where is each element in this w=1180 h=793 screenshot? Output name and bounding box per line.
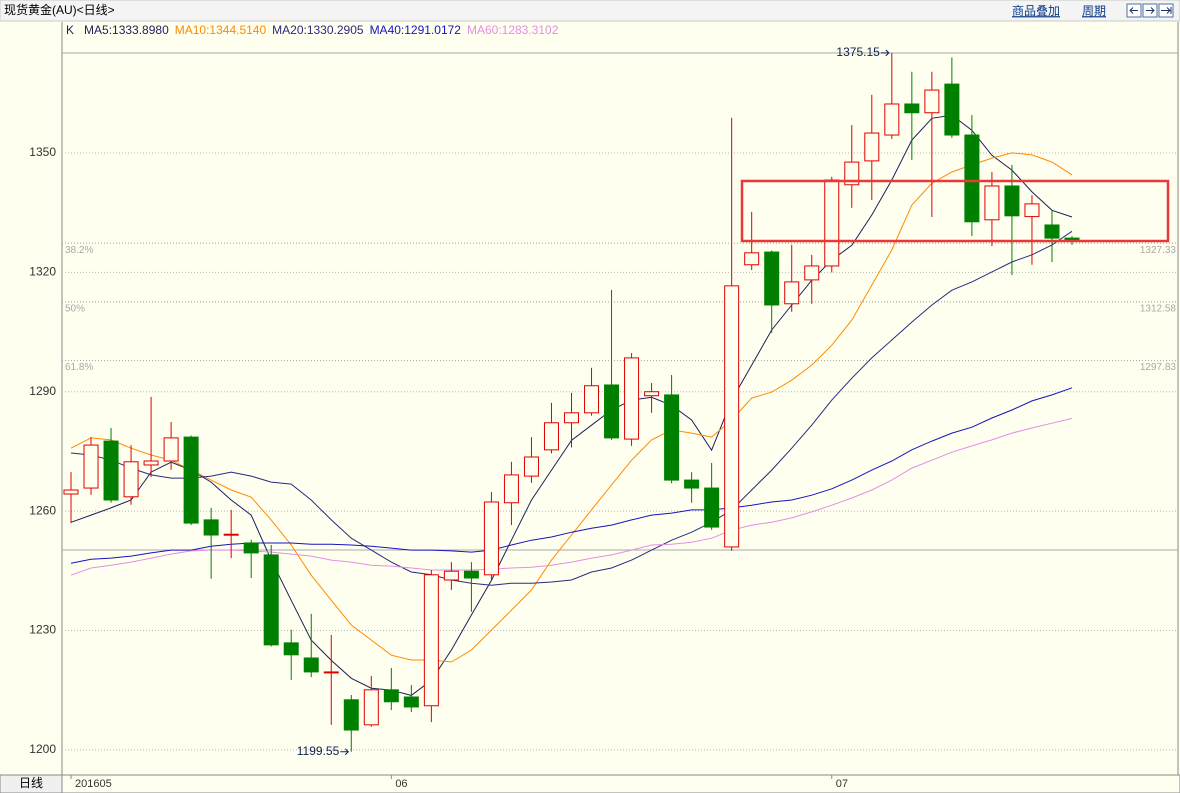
candle-body <box>1024 203 1040 218</box>
y-tick-label: 1230 <box>29 623 56 637</box>
y-tick-label: 1290 <box>29 384 56 398</box>
y-tick-label: 1200 <box>29 742 56 756</box>
candle-body <box>103 440 119 501</box>
candle-body <box>383 689 399 703</box>
footer-tab-label: 日线 <box>19 776 43 790</box>
nav-buttons <box>1126 3 1174 18</box>
candle-body <box>724 285 740 548</box>
candle-body <box>564 412 579 424</box>
legend-entry: MA40:1291.0172 <box>370 23 462 37</box>
candle-body <box>363 689 379 726</box>
candle-body <box>824 179 840 267</box>
candle-body <box>123 461 139 498</box>
fib-value: 1297.83 <box>1140 362 1177 373</box>
ma-line <box>70 417 1073 576</box>
candle-body <box>343 699 359 731</box>
y-tick-label: 1350 <box>29 145 56 159</box>
x-tick-label: 07 <box>836 778 848 790</box>
candle-body <box>924 89 940 114</box>
overlay-button[interactable]: 商品叠加 <box>1012 3 1060 18</box>
ma-line <box>70 387 1073 564</box>
candle-body <box>704 487 720 528</box>
candle-body <box>543 422 559 451</box>
high-annotation: 1375.15 <box>836 45 880 59</box>
candle-body <box>243 542 259 554</box>
low-annotation: 1199.55 <box>297 744 340 758</box>
candle-body <box>323 671 339 674</box>
ma-line <box>70 230 1073 586</box>
nav-end-icon <box>1161 7 1172 14</box>
candle-body <box>183 436 199 524</box>
fib-label: 50% <box>65 304 85 315</box>
candle-body <box>904 103 920 114</box>
candle-body <box>63 489 79 495</box>
annotation-arrow <box>340 748 349 756</box>
candle-body <box>624 357 640 440</box>
legend-entry: MA20:1330.2905 <box>272 23 364 37</box>
candle-body <box>664 394 680 481</box>
candle-body <box>644 391 660 397</box>
plot-layer: 38.2% 1327.33 50% 1312.58 61.8% 1297.83 <box>62 52 1178 752</box>
candle-body <box>263 554 279 646</box>
candle-body <box>523 456 539 477</box>
candle-body <box>584 385 600 414</box>
nav-right-icon <box>1146 7 1155 14</box>
legend-candle: K <box>66 23 74 37</box>
footer-bar <box>0 774 1180 793</box>
candle-body <box>303 657 319 673</box>
legend-entry: MA60:1283.3102 <box>467 23 559 37</box>
page-title: 现货黄金(AU)<日线> <box>4 2 115 17</box>
candle-body <box>1004 185 1020 217</box>
candle-body <box>804 265 820 281</box>
candle-body <box>143 460 159 466</box>
legend-entry: MA5:1333.8980 <box>84 23 169 37</box>
fib-value: 1327.33 <box>1140 245 1177 256</box>
candle-body <box>443 570 459 581</box>
fib-value: 1312.58 <box>1140 304 1177 315</box>
x-tick-label: 201605 <box>75 778 112 790</box>
candle-body <box>984 185 1000 221</box>
candle-body <box>203 519 219 536</box>
fib-label: 61.8% <box>65 362 93 373</box>
annotation-arrow <box>880 49 890 57</box>
candle-body <box>944 83 960 136</box>
y-tick-label: 1320 <box>29 265 56 279</box>
candle-body <box>1044 224 1060 239</box>
fib-label: 38.2% <box>65 245 93 256</box>
y-tick-label: 1260 <box>29 503 56 517</box>
legend-entry: MA10:1344.5140 <box>175 23 267 37</box>
candle-body <box>83 444 99 489</box>
candle-body <box>864 132 880 162</box>
header-bar <box>0 0 1180 22</box>
highlight-box <box>740 179 1170 243</box>
candle-body <box>463 570 479 579</box>
candle-body <box>604 384 620 439</box>
candle-body <box>844 161 860 186</box>
candle-body <box>784 281 800 305</box>
candle-body <box>744 252 760 266</box>
candle-body <box>163 437 179 462</box>
candle-body <box>684 479 700 489</box>
nav-left-icon <box>1129 7 1138 14</box>
candle-body <box>223 533 239 536</box>
candle-body <box>283 642 299 656</box>
period-button[interactable]: 周期 <box>1082 4 1106 18</box>
x-tick-label: 06 <box>395 778 407 790</box>
ma-line <box>70 152 1073 663</box>
candle-body <box>423 574 439 707</box>
candle-body <box>964 134 980 223</box>
candle-body <box>503 474 519 504</box>
candle-body <box>403 696 419 708</box>
candle-body <box>483 501 499 576</box>
candle-body <box>884 103 900 136</box>
footer-tab[interactable] <box>0 774 63 793</box>
candle-body <box>764 251 780 306</box>
